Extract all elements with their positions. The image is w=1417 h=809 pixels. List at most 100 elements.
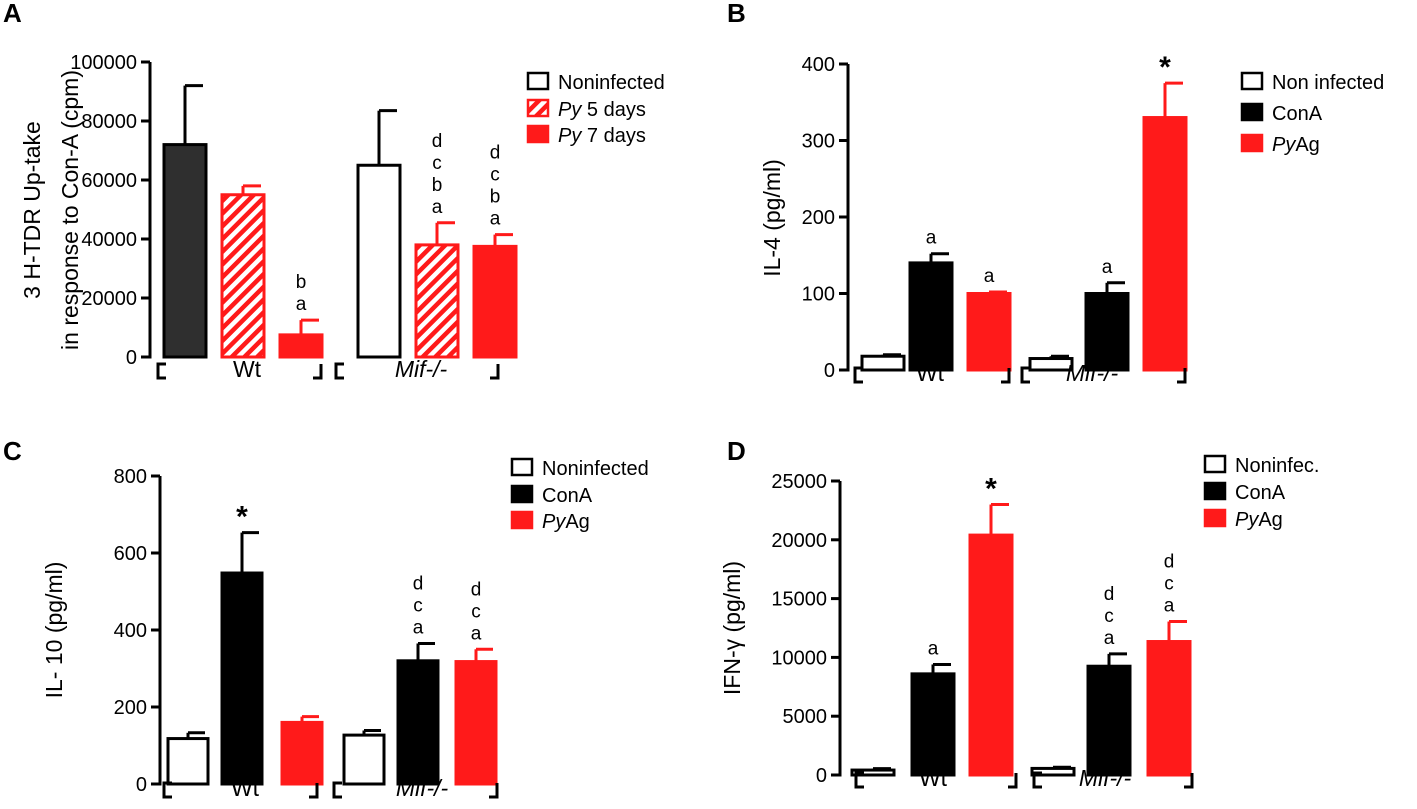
significance-letter: d (1164, 552, 1175, 573)
bar-b-4 (1028, 357, 1074, 372)
y-tick-label: 60000 (81, 170, 137, 192)
group-label: Mif-/- (395, 356, 448, 382)
group-bracket-right (309, 783, 319, 799)
group-bracket-right (489, 783, 499, 799)
y-tick-label: 600 (114, 543, 147, 565)
group-label: Wt (916, 360, 945, 386)
y-tick-label: 20000 (771, 530, 827, 552)
y-tick-label: 0 (126, 347, 137, 369)
group-bracket-right (313, 364, 323, 380)
panel-letter: C (3, 436, 22, 466)
legend-swatch (510, 457, 534, 477)
group-bracket-left (853, 366, 863, 384)
significance-letter: d (490, 143, 501, 164)
chart-panel-d: D 0 5000 10000 15000 20000 25000 IFN-γ (pg/ml) a… (719, 436, 1320, 791)
bar-c-6 (454, 660, 498, 786)
group-bracket-right (1177, 368, 1187, 384)
legend-swatch (1240, 133, 1264, 153)
significance-letter: a (471, 623, 482, 644)
y-tick-label: 200 (114, 697, 147, 719)
legend-label: Noninfected (542, 458, 649, 480)
bar-d-1 (850, 768, 896, 777)
legend-swatch (1203, 481, 1227, 501)
legend-label: Noninfec. (1235, 455, 1320, 477)
significance-letter: c (1164, 574, 1174, 595)
bar-b-5 (1084, 292, 1130, 372)
legend-label: Noninfected (558, 72, 665, 94)
y-tick-label: 400 (802, 54, 835, 76)
legend-label: PyAg (1272, 134, 1320, 156)
y-tick-label: 800 (114, 466, 147, 488)
significance-letter: a (928, 638, 939, 659)
y-tick-label: 10000 (771, 647, 827, 669)
significance-letter: a (296, 294, 307, 315)
group-label: Wt (233, 356, 262, 382)
legend-label: ConA (542, 485, 593, 507)
bar-c-4 (342, 733, 386, 786)
bar-b-3 (966, 292, 1012, 372)
y-tick-label: 15000 (771, 589, 827, 611)
y-tick-label: 400 (114, 620, 147, 642)
significance-letter: b (432, 175, 443, 196)
group-bracket-right (1184, 773, 1194, 789)
legend-label: Py 7 days (558, 125, 646, 147)
chart-panel-b: B 0 100 200 300 400 IL-4 (pg/ml) a a a * Wt Mif-/- No… (727, 0, 1384, 386)
y-axis-label: in response to Con-A (cpm) (57, 70, 83, 350)
panel-letter: B (727, 0, 746, 28)
y-tick-label: 20000 (81, 288, 137, 310)
significance-letter: a (926, 228, 937, 249)
chart-panel-a: A 0 20000 40000 60000 80000 100000 3 H-TDR Up-t… (3, 0, 665, 382)
significance-letter: d (1104, 584, 1115, 605)
panel-letter: D (727, 436, 746, 466)
significance-letter: c (490, 165, 500, 186)
legend-label: Py 5 days (558, 99, 646, 121)
group-bracket-right (1008, 773, 1018, 789)
y-tick-label: 200 (802, 207, 835, 229)
y-axis-label: IL-4 (pg/ml) (759, 159, 785, 277)
legend-swatch (526, 71, 550, 91)
legend-label: PyAg (542, 511, 590, 533)
group-bracket-right (1001, 368, 1011, 384)
y-tick-label: 80000 (81, 111, 137, 133)
legend-swatch (526, 124, 550, 144)
legend-label: Non infected (1272, 72, 1384, 94)
significance-letter: b (296, 272, 307, 293)
legend-label: ConA (1235, 482, 1286, 504)
group-bracket-left (156, 362, 166, 380)
significance-letter: d (413, 573, 424, 594)
bar-d-4 (1030, 766, 1076, 777)
bar-d-2 (910, 672, 956, 777)
significance-letter: b (490, 187, 501, 208)
group-label: Mif-/- (1079, 765, 1132, 791)
significance-letter: c (471, 601, 481, 622)
bar-a-1 (162, 143, 208, 359)
group-bracket-left (1032, 771, 1042, 789)
significance-letter: a (1104, 628, 1115, 649)
significance-letter: c (1104, 606, 1114, 627)
significance-letter: d (471, 579, 482, 600)
legend-swatch (526, 98, 550, 118)
group-label: Mif-/- (1066, 360, 1119, 386)
y-tick-label: 0 (136, 774, 147, 796)
bar-c-5 (396, 659, 440, 786)
legend-swatch (1240, 71, 1264, 91)
y-tick-label: 25000 (771, 471, 827, 493)
bar-c-3 (280, 720, 324, 786)
legend-swatch (510, 484, 534, 504)
y-axis-label: IFN-γ (pg/ml) (719, 561, 745, 695)
bar-b-2 (908, 261, 954, 372)
group-bracket-right (490, 364, 500, 380)
y-tick-label: 40000 (81, 229, 137, 251)
bar-a-6 (472, 244, 518, 359)
bar-b-6 (1142, 116, 1188, 372)
significance-star: * (236, 501, 248, 534)
significance-letter: a (1102, 257, 1113, 278)
y-tick-label: 300 (802, 131, 835, 153)
group-label: Wt (919, 765, 948, 791)
y-tick-label: 0 (816, 765, 827, 787)
bar-a-4 (356, 163, 402, 359)
significance-star: * (1159, 51, 1171, 84)
significance-letter: a (1164, 596, 1175, 617)
